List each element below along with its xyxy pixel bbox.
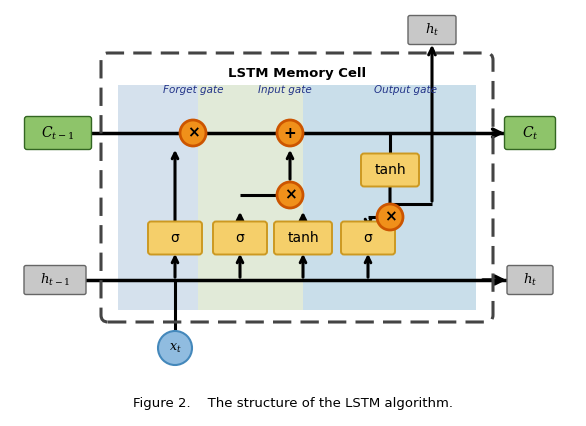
Text: tanh: tanh <box>374 163 406 177</box>
Text: Output gate: Output gate <box>373 85 437 95</box>
Text: ×: × <box>284 187 297 202</box>
FancyBboxPatch shape <box>408 15 456 44</box>
Text: σ: σ <box>364 231 372 245</box>
Circle shape <box>277 120 303 146</box>
Text: tanh: tanh <box>287 231 319 245</box>
Circle shape <box>158 331 192 365</box>
Bar <box>303 85 476 310</box>
Circle shape <box>277 182 303 208</box>
Bar <box>198 85 303 310</box>
Text: Figure 2.    The structure of the LSTM algorithm.: Figure 2. The structure of the LSTM algo… <box>133 397 453 411</box>
FancyBboxPatch shape <box>213 222 267 254</box>
Text: $C_{t-1}$: $C_{t-1}$ <box>42 124 74 142</box>
Text: Input gate: Input gate <box>258 85 312 95</box>
Text: $h_t$: $h_t$ <box>425 22 439 38</box>
Text: $C_t$: $C_t$ <box>522 124 539 142</box>
FancyBboxPatch shape <box>361 153 419 187</box>
Circle shape <box>377 204 403 230</box>
FancyBboxPatch shape <box>507 265 553 294</box>
Text: $h_t$: $h_t$ <box>523 272 537 288</box>
FancyBboxPatch shape <box>274 222 332 254</box>
Text: ×: × <box>384 210 396 225</box>
Text: σ: σ <box>236 231 244 245</box>
Text: ×: × <box>186 126 199 141</box>
Text: σ: σ <box>171 231 179 245</box>
Text: LSTM Memory Cell: LSTM Memory Cell <box>228 67 366 81</box>
Circle shape <box>180 120 206 146</box>
Text: +: + <box>284 126 297 141</box>
FancyBboxPatch shape <box>25 116 91 150</box>
Text: $x_t$: $x_t$ <box>169 342 181 354</box>
Text: Forget gate: Forget gate <box>163 85 223 95</box>
FancyBboxPatch shape <box>24 265 86 294</box>
Text: $h_{t-1}$: $h_{t-1}$ <box>40 272 70 288</box>
FancyBboxPatch shape <box>148 222 202 254</box>
FancyBboxPatch shape <box>341 222 395 254</box>
FancyBboxPatch shape <box>505 116 556 150</box>
Bar <box>118 85 198 310</box>
